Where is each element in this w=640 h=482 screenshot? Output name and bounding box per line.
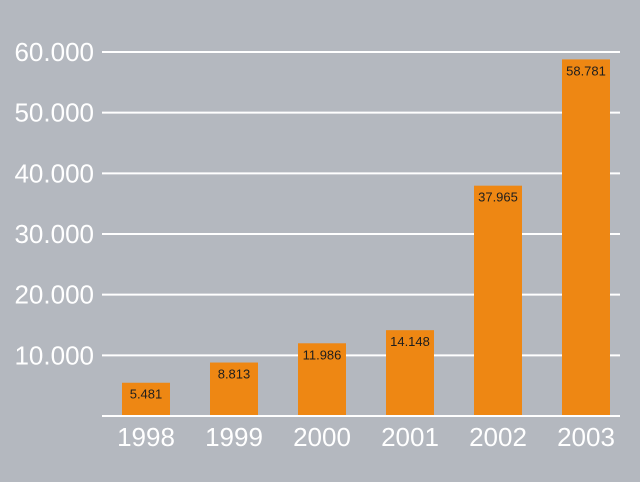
x-tick-label: 2002: [469, 422, 527, 452]
data-label: 11.986: [303, 347, 342, 362]
y-tick-label: 30.000: [14, 219, 94, 249]
bar-2003: [562, 59, 610, 417]
x-tick-label: 2003: [557, 422, 615, 452]
y-tick-label: 60.000: [14, 37, 94, 67]
y-tick-label: 40.000: [14, 158, 94, 188]
y-tick-label: 10.000: [14, 340, 94, 370]
x-axis-tick-labels: 1998 1999 2000 2001 2002 2003: [117, 422, 615, 452]
data-label: 37.965: [478, 190, 518, 205]
x-tick-label: 1999: [205, 422, 263, 452]
bars: [122, 59, 610, 417]
data-labels: 5.481 8.813 11.986 14.148 37.965 58.781: [130, 63, 606, 401]
data-label: 8.813: [218, 367, 251, 382]
y-tick-label: 20.000: [14, 280, 94, 310]
x-tick-label: 1998: [117, 422, 175, 452]
gridlines: [102, 51, 620, 357]
data-label: 58.781: [566, 63, 606, 78]
bar-2002: [474, 185, 522, 416]
x-tick-label: 2001: [381, 422, 439, 452]
bar-1999: [210, 362, 258, 416]
y-axis-tick-labels: 10.000 20.000 30.000 40.000 50.000 60.000: [14, 37, 94, 370]
data-label: 5.481: [130, 387, 163, 402]
x-tick-label: 2000: [293, 422, 351, 452]
y-tick-label: 50.000: [14, 98, 94, 128]
bar-2000: [298, 343, 346, 416]
data-label: 14.148: [390, 334, 430, 349]
bar-1998: [122, 382, 170, 416]
bar-2001: [386, 330, 434, 416]
